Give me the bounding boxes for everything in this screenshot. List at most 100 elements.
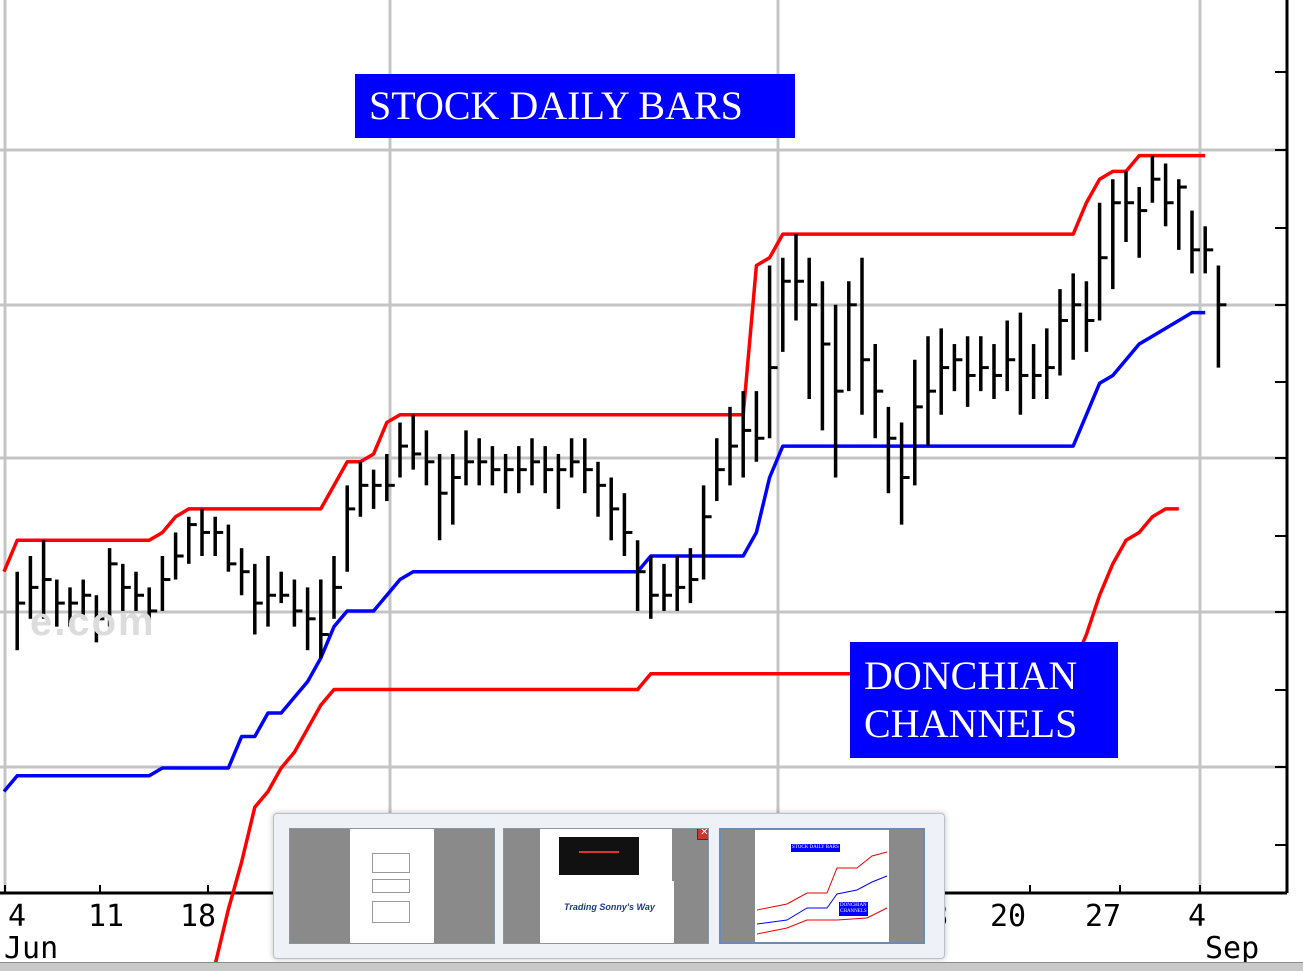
x-tick-label: 27 — [1085, 899, 1121, 934]
price-bar — [451, 453, 461, 525]
donchian-middle-channel — [2, 310, 1206, 793]
price-bar — [121, 563, 131, 611]
x-tick-label: 4 — [8, 899, 26, 934]
price-bar — [820, 281, 831, 431]
price-bar — [398, 422, 408, 478]
price-bar — [1031, 344, 1042, 399]
price-bar — [649, 556, 659, 619]
price-bar — [781, 257, 791, 352]
thumb-annotation: DONCHIAN CHANNELS — [839, 902, 868, 916]
price-bar — [913, 359, 923, 486]
preview-thumbnail-presentation[interactable]: Trading Sonny's Way ✕ — [503, 828, 709, 944]
price-bar — [55, 579, 65, 627]
price-bar — [939, 328, 950, 415]
price-bar — [94, 595, 105, 643]
price-bar — [635, 540, 646, 611]
annotation-line: STOCK DAILY BARS — [369, 83, 743, 128]
thumb-slide-chart — [559, 837, 639, 875]
price-bar — [1005, 320, 1016, 392]
price-bar — [1045, 328, 1055, 399]
price-bar — [187, 516, 197, 564]
price-bar — [622, 493, 633, 556]
price-bars — [15, 155, 1227, 659]
preview-thumbnail-document[interactable] — [289, 828, 495, 944]
price-bar — [371, 469, 382, 509]
price-bar — [1203, 226, 1214, 274]
price-bar — [160, 556, 171, 611]
price-bar — [424, 430, 435, 486]
x-tick-label: 11 — [88, 899, 124, 934]
price-bar — [385, 453, 395, 502]
price-bar — [807, 257, 818, 399]
price-bar — [134, 571, 144, 611]
bottom-scroll-strip — [0, 962, 1303, 971]
price-bar — [517, 446, 527, 494]
price-bar — [860, 257, 870, 415]
donchian-upper-channel — [2, 153, 1206, 573]
x-tick-label: 4 — [1188, 899, 1206, 934]
price-bar — [1124, 171, 1134, 242]
preview-thumbnail-chart[interactable]: STOCK DAILY BARS DONCHIAN CHANNELS — [719, 828, 925, 944]
price-bar — [1163, 163, 1174, 227]
watermark: e.com — [30, 600, 156, 644]
price-bar — [609, 477, 620, 541]
price-bar — [437, 453, 448, 541]
price-bar — [319, 579, 329, 659]
price-bar — [886, 406, 897, 494]
price-bar — [28, 556, 39, 619]
close-icon[interactable]: ✕ — [697, 829, 708, 840]
price-bar — [556, 453, 567, 509]
price-bar — [899, 422, 910, 525]
price-bar — [266, 556, 276, 627]
price-bar — [1190, 210, 1200, 274]
price-bar — [226, 524, 237, 572]
thumb-margin — [290, 829, 350, 943]
thumb-box — [372, 879, 410, 893]
price-bar — [926, 336, 936, 447]
price-bar — [965, 336, 976, 407]
thumb-page — [352, 835, 434, 939]
price-bar — [1018, 312, 1029, 415]
price-bar — [173, 532, 184, 580]
price-bar — [15, 571, 26, 651]
price-bar — [741, 391, 752, 478]
thumb-slide-title: Trading Sonny's Way — [564, 902, 655, 912]
x-month-label: Sep — [1205, 931, 1259, 966]
price-bar — [239, 548, 250, 596]
price-bar — [1111, 179, 1121, 290]
price-bar — [292, 579, 303, 627]
price-bar — [596, 461, 606, 517]
annotation-donchian-channels: DONCHIAN CHANNELS — [850, 642, 1118, 758]
price-bar — [767, 265, 778, 439]
annotation-line: DONCHIAN — [864, 653, 1078, 698]
taskbar-preview-popup: Trading Sonny's Way ✕ STOCK DAILY BARS D… — [273, 813, 945, 959]
thumb-slide-line — [579, 851, 619, 853]
thumb-margin — [672, 829, 708, 943]
price-bar — [952, 344, 963, 392]
price-bar — [530, 438, 540, 486]
price-bar — [1150, 155, 1161, 203]
x-month-label: Jun — [4, 931, 58, 966]
price-bar — [107, 548, 118, 627]
price-bar — [477, 438, 488, 486]
price-bar — [490, 446, 501, 486]
price-bar — [41, 540, 52, 619]
price-bar — [583, 438, 593, 494]
price-bar — [411, 414, 422, 470]
price-bar — [847, 281, 857, 392]
price-bar — [754, 391, 765, 462]
thumb-mini-chart — [757, 851, 888, 935]
thumb-margin — [434, 829, 494, 943]
thumb-annotation: STOCK DAILY BARS — [791, 844, 840, 852]
price-bar — [701, 485, 712, 580]
price-bar — [279, 571, 290, 604]
thumb-margin — [504, 829, 540, 943]
price-bar — [873, 344, 884, 439]
price-bar — [68, 587, 78, 627]
price-bar — [213, 516, 224, 556]
thumb-annotation-line: DONCHIAN — [840, 903, 867, 908]
price-bar — [833, 304, 844, 478]
price-bar — [332, 556, 342, 619]
price-bar — [464, 430, 474, 486]
